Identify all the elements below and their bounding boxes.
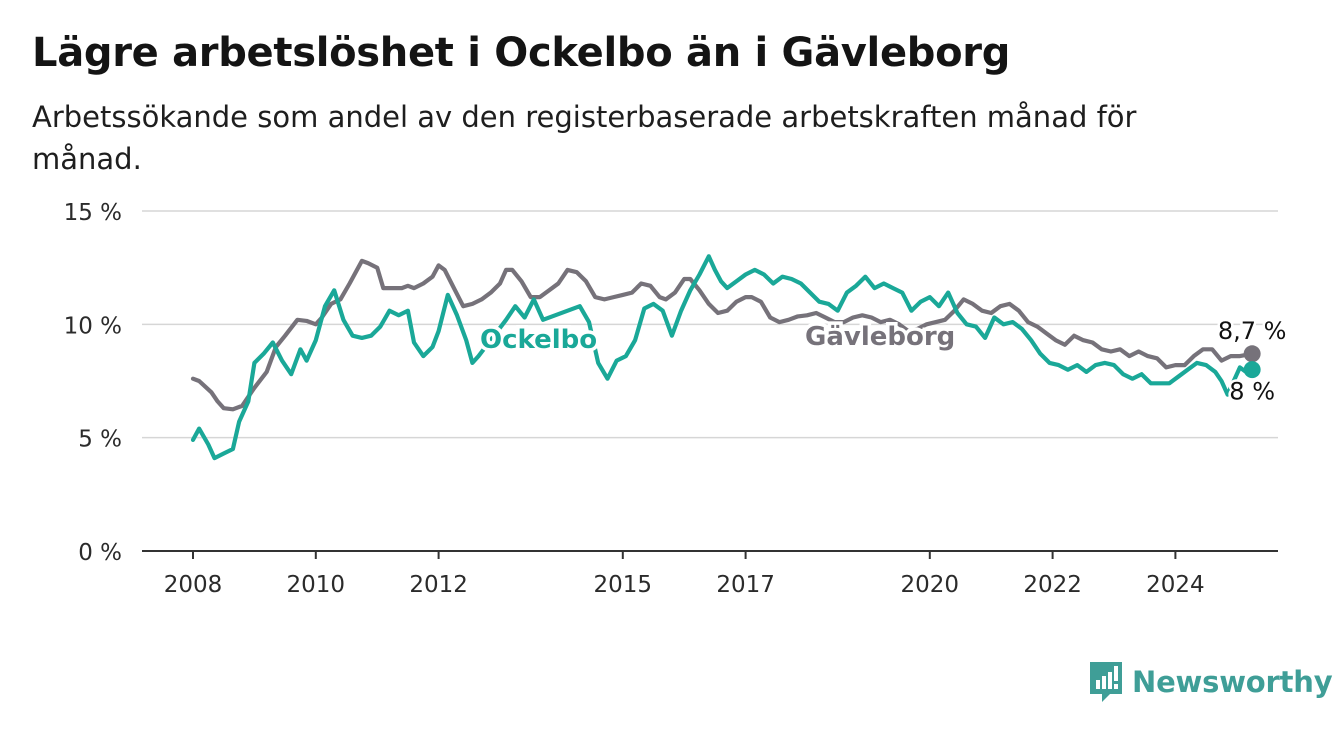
y-tick-label: 10 % [64,313,122,339]
end-point-ockelbo [1243,361,1261,379]
x-tick-label: 2010 [287,572,346,598]
x-tick-label: 2008 [164,572,223,598]
x-tick-label: 2015 [594,572,653,598]
y-tick-label: 0 % [78,540,122,566]
end-value-label-ockelbo: 8 % [1229,378,1275,406]
y-axis: 0 % 5 % 10 % 15 % [64,200,122,566]
series-labels: 8,7 % 8 % Ockelbo Gävleborg [477,314,1289,408]
end-value-label-gavleborg: 8,7 % [1218,317,1287,345]
x-tick-label: 2020 [901,572,960,598]
series-line-ockelbo [190,254,1255,461]
series-name-label-ockelbo: Ockelbo [480,325,597,355]
grid-lines [142,210,1278,439]
bar-chart-exclamation-icon [1090,662,1122,702]
series-line-gvleborg [190,258,1255,412]
chart-title: Lägre arbetslöshet i Ockelbo än i Gävleb… [32,30,1011,76]
y-tick-label: 5 % [78,427,122,453]
x-tick-label: 2024 [1146,572,1205,598]
series-lines [190,254,1261,461]
x-axis: 2008 2010 2012 2015 2017 2020 2022 2024 [142,550,1278,598]
x-tick-label: 2012 [409,572,468,598]
x-tick-label: 2017 [716,572,775,598]
chart-subtitle: Arbetssökande som andel av den registerb… [32,100,1137,176]
newsworthy-logo: Newsworthy [1088,660,1333,704]
x-tick-label: 2022 [1023,572,1082,598]
brand-name: Newsworthy [1132,665,1333,699]
end-point-gvleborg [1243,345,1261,363]
series-name-label-gavleborg: Gävleborg [805,322,955,352]
y-tick-label: 15 % [64,200,122,226]
